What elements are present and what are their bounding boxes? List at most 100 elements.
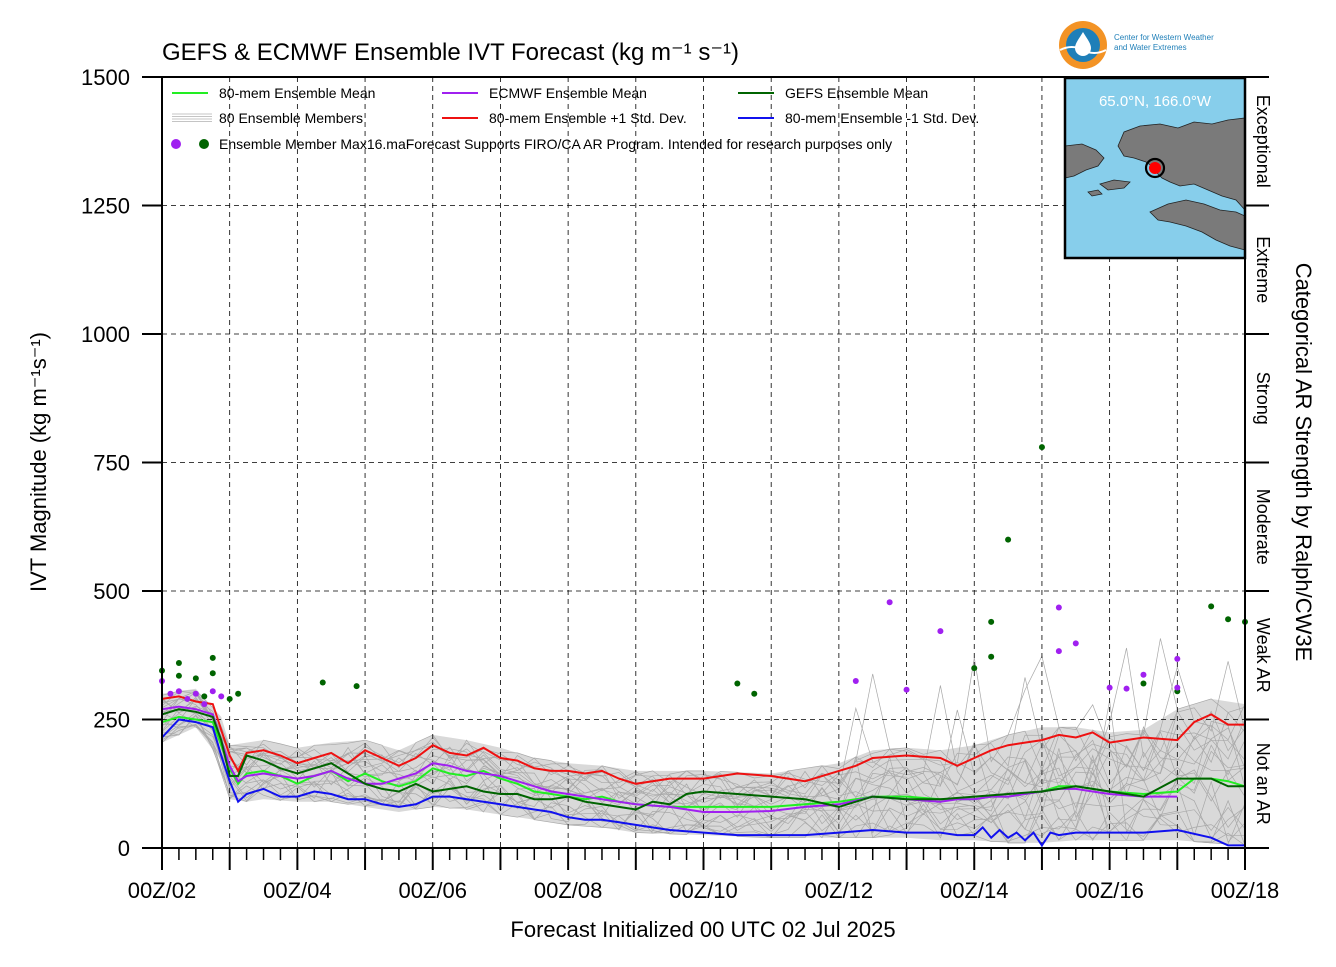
y-tick-label: 0	[118, 836, 130, 861]
ecmwf-max-dot	[1072, 640, 1079, 647]
ensemble-member-line	[161, 685, 1246, 805]
ecmwf-max-dot	[167, 690, 174, 697]
gefs-max-dot	[353, 683, 360, 690]
logo-text-line2: and Water Extremes	[1114, 43, 1187, 52]
ecmwf-max-dot	[184, 695, 191, 702]
legend-gefs-dot	[199, 139, 209, 149]
gefs-max-dot	[751, 690, 758, 697]
legend-label: 80 Ensemble Members	[219, 110, 363, 126]
y-tick-label: 250	[93, 708, 130, 733]
legend-label: 80-mem Ensemble -1 Std. Dev.	[785, 110, 979, 126]
category-label: Not an AR	[1253, 743, 1273, 825]
x-tick-label: 00Z/16	[1075, 878, 1144, 903]
gefs-max-dot	[209, 670, 216, 677]
series-line	[161, 695, 1245, 785]
ecmwf-max-dot	[886, 599, 893, 606]
gefs-max-dot	[1140, 680, 1147, 687]
logo-wave-icon	[1059, 46, 1107, 54]
ensemble-member-line	[161, 712, 1246, 825]
legend-label: Ensemble Member Max16.maForecast Support…	[219, 136, 892, 152]
ecmwf-max-dot	[1140, 671, 1147, 678]
ecmwf-max-dot	[192, 690, 199, 697]
y-tick-label: 750	[93, 451, 130, 476]
member-maxima	[159, 444, 1248, 708]
x-tick-label: 00Z/08	[534, 878, 603, 903]
y-tick-label: 1000	[81, 322, 130, 347]
map-land-west	[1064, 143, 1105, 179]
gefs-max-dot	[1225, 616, 1232, 623]
chart-title: GEFS & ECMWF Ensemble IVT Forecast (kg m…	[162, 39, 739, 66]
series-line	[161, 708, 1245, 811]
legend-ecmwf-dot	[171, 139, 181, 149]
gefs-max-dot	[209, 654, 216, 661]
y-tick-label: 1500	[81, 65, 130, 90]
ecmwf-max-dot	[175, 688, 182, 695]
x-tick-label: 00Z/04	[263, 878, 332, 903]
gefs-max-dot	[988, 618, 995, 625]
ensemble-member-line	[161, 647, 1246, 798]
right-axis-title: Categorical AR Strength by Ralph/CW3E	[1291, 263, 1316, 662]
map-island-1	[1099, 179, 1131, 191]
gefs-max-dot	[1005, 536, 1012, 543]
ecmwf-max-dot	[201, 701, 208, 708]
gefs-max-dot	[192, 675, 199, 682]
ecmwf-max-dot	[209, 688, 216, 695]
gefs-max-dot	[201, 693, 208, 700]
x-tick-label: 00Z/14	[940, 878, 1009, 903]
gefs-max-dot	[175, 659, 182, 666]
ecmwf-max-dot	[1055, 604, 1062, 611]
legend-label: ECMWF Ensemble Mean	[489, 85, 647, 101]
location-map-inset: 65.0°N, 166.0°W	[1063, 76, 1247, 260]
x-tick-label: 00Z/02	[128, 878, 197, 903]
series-line	[161, 718, 1245, 848]
y-tick-label: 500	[93, 579, 130, 604]
x-tick-label: 00Z/12	[805, 878, 874, 903]
gefs-max-dot	[988, 653, 995, 660]
gefs-max-dot	[235, 690, 242, 697]
ecmwf-max-dot	[1174, 684, 1181, 691]
x-tick-label: 00Z/10	[669, 878, 738, 903]
ecmwf-max-dot	[852, 677, 859, 684]
ecmwf-max-dot	[1106, 684, 1113, 691]
category-label: Exceptional	[1253, 95, 1273, 188]
y-axis-title: IVT Magnitude (kg m⁻¹s⁻¹)	[26, 332, 51, 592]
series-lines	[161, 695, 1246, 848]
series-line	[161, 705, 1178, 813]
x-tick-label: 00Z/06	[399, 878, 468, 903]
category-label: Moderate	[1253, 489, 1273, 565]
logo-drop-icon	[1075, 32, 1091, 56]
logo-text-line1: Center for Western Weather	[1114, 33, 1214, 42]
series-line	[161, 715, 1246, 808]
ecmwf-max-dot	[1055, 648, 1062, 655]
gefs-max-dot	[175, 672, 182, 679]
y-tick-label: 1250	[81, 194, 130, 219]
ecmwf-max-dot	[1123, 685, 1130, 692]
category-label: Strong	[1253, 372, 1273, 425]
ensemble-member-line	[161, 698, 1246, 809]
category-label: Weak AR	[1253, 618, 1273, 693]
gefs-max-dot	[319, 679, 326, 686]
location-marker	[1149, 162, 1161, 174]
x-axis-title: Forecast Initialized 00 UTC 02 Jul 2025	[510, 917, 895, 942]
location-marker-ring	[1144, 157, 1166, 179]
gefs-max-dot	[1038, 444, 1045, 451]
legend-label: 80-mem Ensemble Mean	[219, 85, 375, 101]
ensemble-member-line	[161, 715, 1246, 837]
gefs-max-dot	[971, 665, 978, 672]
axes: 0 250 500 750 1000 1250 1500 00Z/02 00Z/04 00Z/06…	[81, 65, 1279, 903]
gefs-max-dot	[734, 680, 741, 687]
ecmwf-max-dot	[937, 628, 944, 635]
ecmwf-max-dot	[1174, 655, 1181, 662]
map-land-north	[1117, 117, 1246, 212]
ecmwf-max-dot	[903, 686, 910, 693]
legend: 80-mem Ensemble Mean ECMWF Ensemble Mean G…	[171, 85, 979, 152]
ar-categories: Not an AR Weak AR Moderate Strong Extreme Exc…	[1245, 76, 1273, 849]
x-tick-label: 00Z/18	[1211, 878, 1280, 903]
map-frame	[1063, 76, 1247, 260]
legend-label: GEFS Ensemble Mean	[785, 85, 928, 101]
map-location-label: 65.0°N, 166.0°W	[1099, 93, 1212, 110]
gefs-max-dot	[1208, 603, 1215, 610]
cw3e-logo: Center for Western Weather and Water Ext…	[1059, 21, 1214, 69]
